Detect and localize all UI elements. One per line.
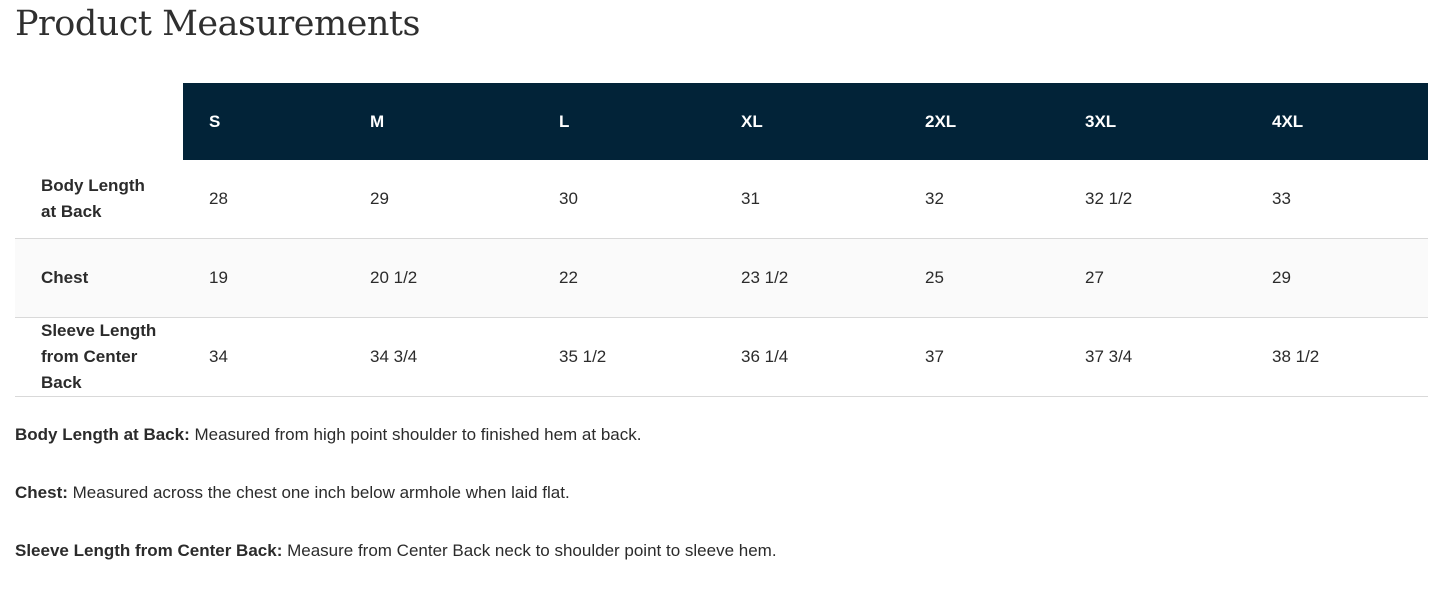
measurement-cell: 38 1/2 [1272, 347, 1320, 366]
note-chest: Chest: Measured across the chest one inc… [15, 483, 777, 503]
measurement-cell: 20 1/2 [370, 268, 418, 287]
measurement-cell: 33 [1272, 189, 1291, 208]
note-term: Body Length at Back: [15, 425, 190, 444]
measurement-notes: Body Length at Back: Measured from high … [15, 425, 777, 599]
measurement-cell: 32 [925, 189, 944, 208]
header-blank-cell [15, 83, 183, 160]
measurement-cell: 34 3/4 [370, 347, 418, 366]
measurement-cell: 31 [741, 189, 760, 208]
measurement-cell: 25 [925, 268, 944, 287]
measurement-cell: 29 [1272, 268, 1291, 287]
note-term: Chest: [15, 483, 68, 502]
row-label: Sleeve Length from Center Back [41, 321, 157, 392]
measurement-cell: 37 3/4 [1085, 347, 1133, 366]
size-header: XL [715, 83, 899, 160]
row-label: Body Length at Back [41, 176, 145, 221]
measurement-cell: 19 [209, 268, 228, 287]
note-body-length: Body Length at Back: Measured from high … [15, 425, 777, 445]
page-title: Product Measurements [15, 4, 420, 44]
measurement-cell: 35 1/2 [559, 347, 607, 366]
note-term: Sleeve Length from Center Back: [15, 541, 283, 560]
measurement-cell: 37 [925, 347, 944, 366]
size-header: L [533, 83, 715, 160]
measurement-cell: 30 [559, 189, 578, 208]
measurement-cell: 36 1/4 [741, 347, 789, 366]
table-row: Body Length at Back 28 29 30 31 32 32 1/2 33 [15, 160, 1428, 239]
table-row: Sleeve Length from Center Back 34 34 3/4 35… [15, 318, 1428, 397]
measurement-cell: 23 1/2 [741, 268, 789, 287]
size-header: 4XL [1246, 83, 1428, 160]
note-sleeve-length: Sleeve Length from Center Back: Measure … [15, 541, 777, 561]
table-row: Chest 19 20 1/2 22 23 1/2 25 27 29 [15, 238, 1428, 318]
measurement-cell: 22 [559, 268, 578, 287]
measurement-cell: 34 [209, 347, 228, 366]
size-header-row: S M L XL 2XL 3XL 4XL [15, 83, 1428, 160]
note-text: Measure from Center Back neck to shoulde… [282, 541, 777, 560]
size-header: M [344, 83, 533, 160]
measurement-cell: 32 1/2 [1085, 189, 1133, 208]
row-label: Chest [41, 268, 89, 287]
measurements-table: S M L XL 2XL 3XL 4XL Body Length at Back… [15, 83, 1428, 397]
measurement-cell: 28 [209, 189, 228, 208]
size-header: 2XL [899, 83, 1059, 160]
note-text: Measured across the chest one inch below… [67, 483, 570, 502]
size-header: S [183, 83, 344, 160]
measurement-cell: 29 [370, 189, 389, 208]
note-text: Measured from high point shoulder to fin… [189, 425, 642, 444]
size-header: 3XL [1059, 83, 1246, 160]
measurement-cell: 27 [1085, 268, 1104, 287]
